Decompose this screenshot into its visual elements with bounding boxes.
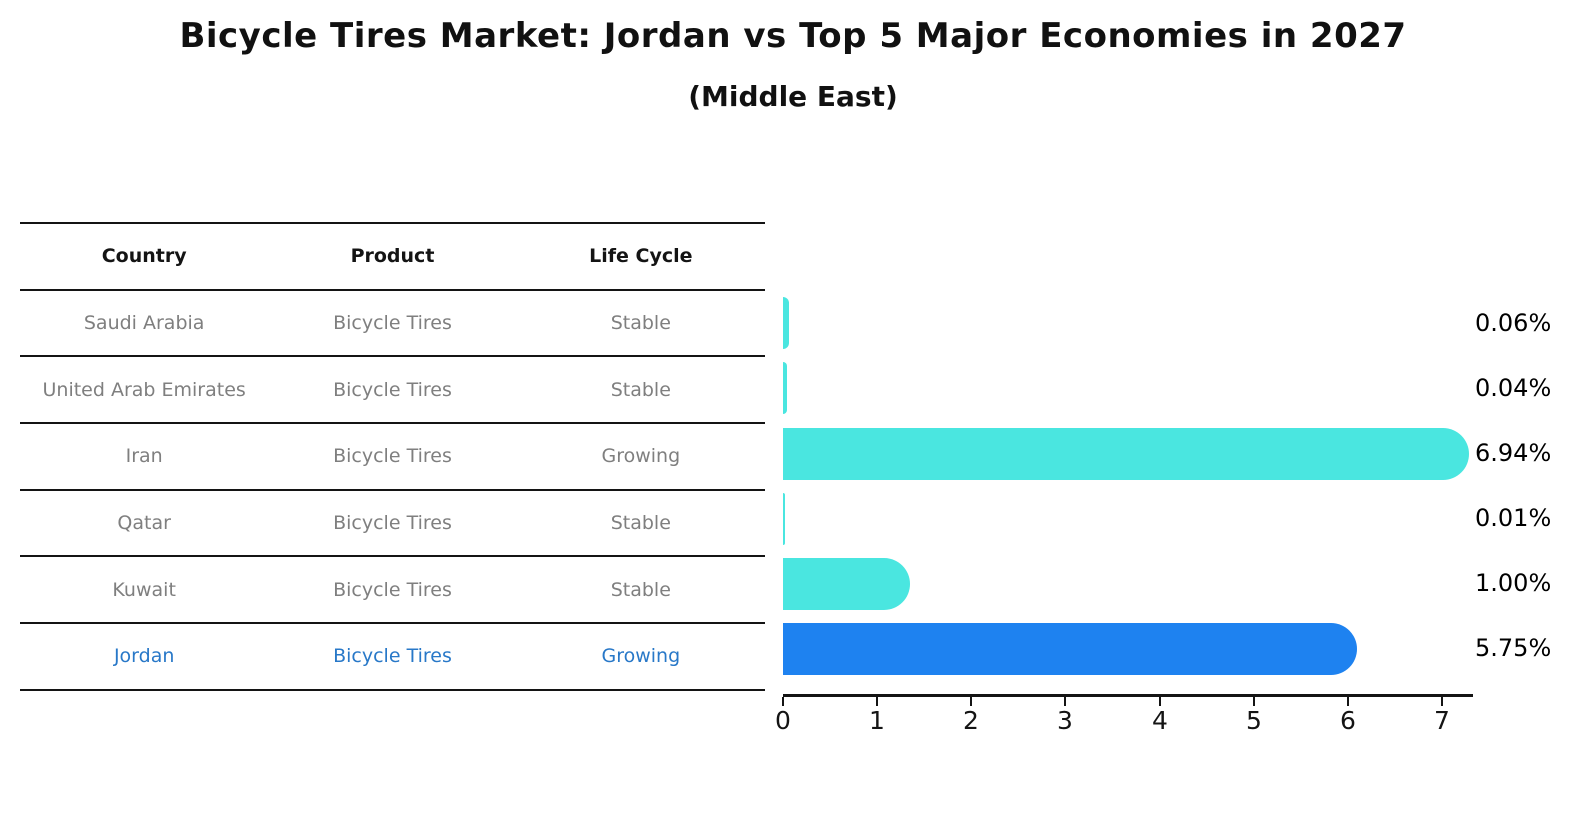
product-cell: Bicycle Tires — [333, 512, 452, 535]
value-label: 0.06% — [1475, 309, 1552, 337]
comparison-table: Country Product Life Cycle Saudi Arabia … — [20, 222, 765, 691]
x-tick-label: 1 — [869, 706, 885, 735]
chart-subtitle: (Middle East) — [688, 80, 898, 113]
country-cell: United Arab Emirates — [42, 378, 246, 401]
table-header-row: Country Product Life Cycle — [20, 222, 765, 289]
bar-united-arab-emirates — [783, 362, 787, 414]
x-tick — [1347, 697, 1349, 706]
x-tick — [970, 697, 972, 706]
column-header-product: Product — [350, 245, 435, 268]
life-cycle-cell: Stable — [610, 312, 671, 335]
country-cell: Kuwait — [112, 578, 176, 601]
country-cell: Saudi Arabia — [83, 312, 205, 335]
x-tick-label: 4 — [1152, 706, 1168, 735]
bar-row — [783, 623, 1358, 675]
table-row: Kuwait Bicycle Tires Stable — [20, 555, 765, 622]
bar-row — [783, 362, 787, 414]
column-header-life-cycle: Life Cycle — [589, 245, 693, 268]
value-label: 0.01% — [1475, 504, 1552, 532]
bar-row — [783, 297, 789, 349]
x-tick — [1159, 697, 1161, 706]
table-row: Qatar Bicycle Tires Stable — [20, 488, 765, 556]
x-tick — [1064, 697, 1066, 706]
value-label: 5.75% — [1475, 634, 1552, 662]
table-row: United Arab Emirates Bicycle Tires Stabl… — [20, 355, 765, 422]
x-tick-label: 6 — [1340, 706, 1356, 735]
bar-qatar — [783, 493, 785, 545]
x-tick — [782, 697, 784, 706]
product-cell: Bicycle Tires — [333, 645, 452, 668]
country-cell: Qatar — [117, 512, 171, 535]
table-row: Saudi Arabia Bicycle Tires Stable — [20, 288, 765, 356]
x-axis-line — [783, 694, 1473, 697]
x-tick-label: 3 — [1057, 706, 1073, 735]
x-tick — [1253, 697, 1255, 706]
bar-iran — [783, 428, 1470, 480]
life-cycle-cell: Stable — [610, 512, 671, 535]
table-row-highlighted: Jordan Bicycle Tires Growing — [20, 622, 765, 691]
product-cell: Bicycle Tires — [333, 578, 452, 601]
column-header-country: Country — [101, 245, 187, 268]
x-tick — [876, 697, 878, 706]
life-cycle-cell: Growing — [601, 445, 681, 468]
value-label: 1.00% — [1475, 569, 1552, 597]
x-tick — [1441, 697, 1443, 706]
product-cell: Bicycle Tires — [333, 312, 452, 335]
country-cell: Iran — [125, 445, 163, 468]
country-cell: Jordan — [113, 645, 175, 668]
x-tick-label: 0 — [775, 706, 791, 735]
x-tick-label: 7 — [1434, 706, 1450, 735]
product-cell: Bicycle Tires — [333, 378, 452, 401]
product-cell: Bicycle Tires — [333, 445, 452, 468]
value-label: 6.94% — [1475, 439, 1552, 467]
bar-jordan — [783, 623, 1358, 675]
x-tick-label: 2 — [963, 706, 979, 735]
bar-saudi-arabia — [783, 297, 789, 349]
bar-row — [783, 428, 1470, 480]
value-label: 0.04% — [1475, 374, 1552, 402]
chart-title: Bicycle Tires Market: Jordan vs Top 5 Ma… — [179, 16, 1407, 56]
life-cycle-cell: Growing — [601, 645, 681, 668]
table-row: Iran Bicycle Tires Growing — [20, 422, 765, 489]
life-cycle-cell: Stable — [610, 378, 671, 401]
bar-row — [783, 493, 785, 545]
bar-kuwait — [783, 558, 911, 610]
x-tick-label: 5 — [1246, 706, 1262, 735]
bar-row — [783, 558, 911, 610]
life-cycle-cell: Stable — [610, 578, 671, 601]
